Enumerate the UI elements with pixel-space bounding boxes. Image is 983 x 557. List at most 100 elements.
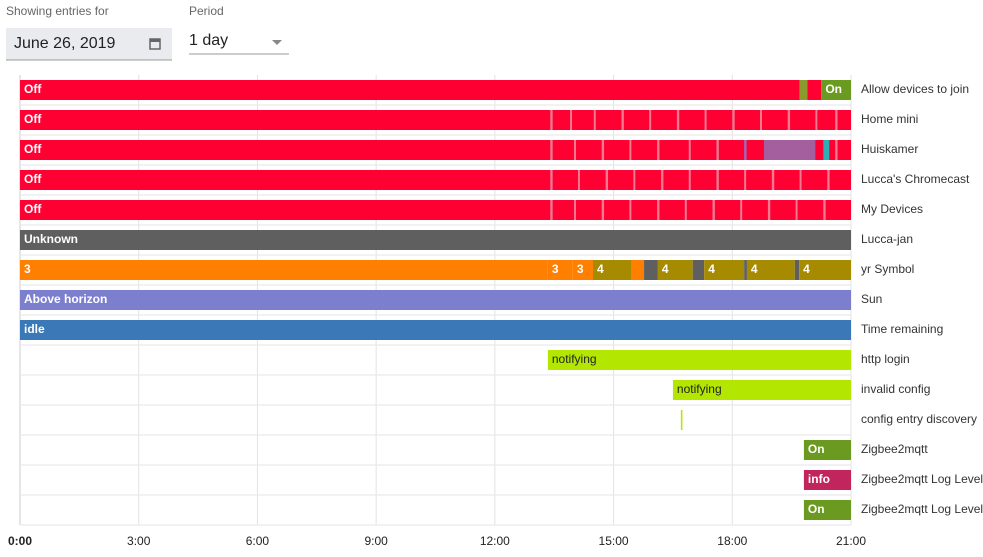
x-tick-label: 0:00 [8,534,32,548]
state-segment [746,260,795,280]
state-segment [799,80,808,100]
state-segment [601,200,605,220]
state-segment [570,110,573,130]
state-segment [20,200,851,220]
state-segment [601,140,605,160]
state-segment [771,170,775,190]
state-segment [799,260,851,280]
state-label: On [808,442,825,456]
state-segment [744,140,747,160]
state-segment [631,260,645,280]
state-segment [692,260,705,280]
state-segment [550,170,553,190]
state-segment [661,170,664,190]
row-label: Home mini [861,112,918,126]
state-segment [794,260,800,280]
row-label: Lucca-jan [861,232,913,246]
state-segment [767,200,771,220]
row-label: Zigbee2mqtt Log Level [861,472,983,486]
state-segment [676,110,680,130]
state-segment [712,200,715,220]
state-segment [803,470,851,490]
row-label: Allow devices to join [861,82,969,96]
period-value[interactable]: 1 day [189,32,228,49]
state-segment [688,170,691,190]
state-label: On [825,82,842,96]
state-segment [803,440,851,460]
state-label: Off [24,82,42,96]
state-label: Off [24,112,42,126]
x-tick-label: 9:00 [364,534,388,548]
state-segment [593,110,596,130]
state-label: 3 [577,262,584,276]
state-segment [550,110,553,130]
row-label: config entry discovery [861,412,977,426]
state-label: idle [24,322,45,336]
row-label: My Devices [861,202,923,216]
state-segment [657,260,693,280]
state-label: 4 [708,262,715,276]
state-label: On [808,502,825,516]
x-tick-label: 12:00 [480,534,510,548]
state-label: 4 [662,262,669,276]
state-segment [20,110,851,130]
state-segment [550,140,553,160]
state-segment [592,260,632,280]
state-segment [684,200,687,220]
state-segment [759,110,762,130]
date-value[interactable]: June 26, 2019 [14,35,116,52]
state-segment [827,170,830,190]
state-segment [577,170,580,190]
state-segment [657,140,660,160]
x-tick-label: 21:00 [836,534,866,548]
x-tick-label: 6:00 [246,534,270,548]
state-label: 4 [597,262,604,276]
period-label: Period [189,4,224,18]
state-segment [799,170,802,190]
state-segment [763,140,816,160]
state-label: notifying [552,352,597,366]
state-segment [835,110,838,130]
state-label: info [808,472,830,486]
x-tick-label: 15:00 [599,534,629,548]
state-segment [704,110,707,130]
state-segment [629,140,632,160]
dropdown-arrow[interactable] [272,40,282,45]
state-segment [688,140,691,160]
state-segment [20,260,548,280]
state-segment [572,260,593,280]
state-segment [716,170,719,190]
state-label: Above horizon [24,292,107,306]
state-segment [795,200,798,220]
state-segment [629,200,632,220]
state-label: 4 [751,262,758,276]
state-label: 3 [24,262,31,276]
state-segment [740,200,743,220]
timeline: Allow devices to join Off On Home mini Off Hu… [20,80,983,520]
calendar-icon[interactable] [149,38,161,50]
date-field[interactable] [6,28,172,60]
state-label: Off [24,202,42,216]
state-segment [550,200,553,220]
row-label: Zigbee2mqtt Log Level [861,502,983,516]
state-segment [823,200,826,220]
state-segment [547,260,573,280]
state-segment [835,140,838,160]
state-segment [787,110,791,130]
state-segment [807,80,822,100]
row-label: Time remaining [861,322,943,336]
row-label: Lucca's Chromecast [861,172,970,186]
state-segment [621,110,624,130]
state-label: Unknown [24,232,78,246]
x-tick-label: 3:00 [127,534,151,548]
state-label: Off [24,142,42,156]
state-segment [644,260,658,280]
state-segment [20,140,851,160]
state-label: notifying [677,382,722,396]
state-segment [20,170,851,190]
x-tick-label: 18:00 [717,534,747,548]
row-label: Huiskamer [861,142,918,156]
state-segment [657,200,660,220]
state-segment [732,110,735,130]
